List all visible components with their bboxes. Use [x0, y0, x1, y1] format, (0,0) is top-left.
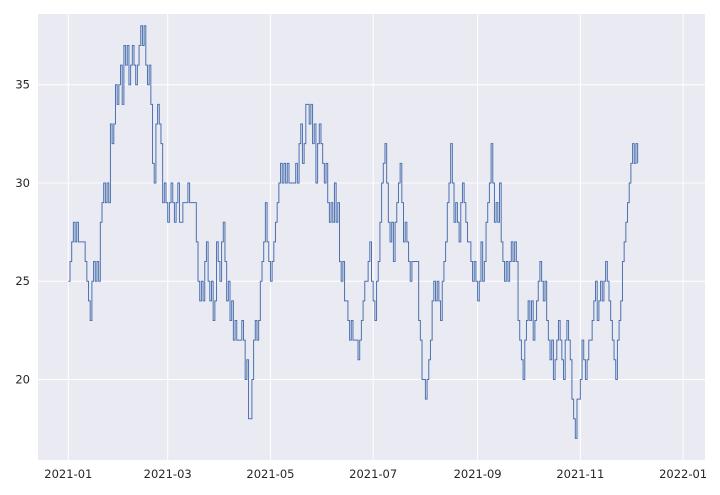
y-tick-label: 25: [15, 274, 30, 288]
x-tick-label: 2021-11: [556, 467, 604, 481]
x-tick-label: 2021-03: [144, 467, 192, 481]
y-tick-label: 30: [15, 176, 30, 190]
series-line: [68, 25, 639, 439]
x-tick-label: 2021-05: [246, 467, 294, 481]
x-axis: 2021-01 2021-03 2021-05 2021-07 2021-09 2021-…: [44, 467, 707, 481]
plot-background: [38, 14, 705, 460]
x-tick-label: 2021-01: [44, 467, 92, 481]
y-axis: 20 25 30 35: [15, 78, 30, 387]
x-tick-label: 2021-07: [349, 467, 397, 481]
x-tick-label: 2022-01: [659, 467, 707, 481]
y-tick-label: 35: [15, 78, 30, 92]
x-tick-label: 2021-09: [454, 467, 502, 481]
y-tick-label: 20: [15, 372, 30, 386]
